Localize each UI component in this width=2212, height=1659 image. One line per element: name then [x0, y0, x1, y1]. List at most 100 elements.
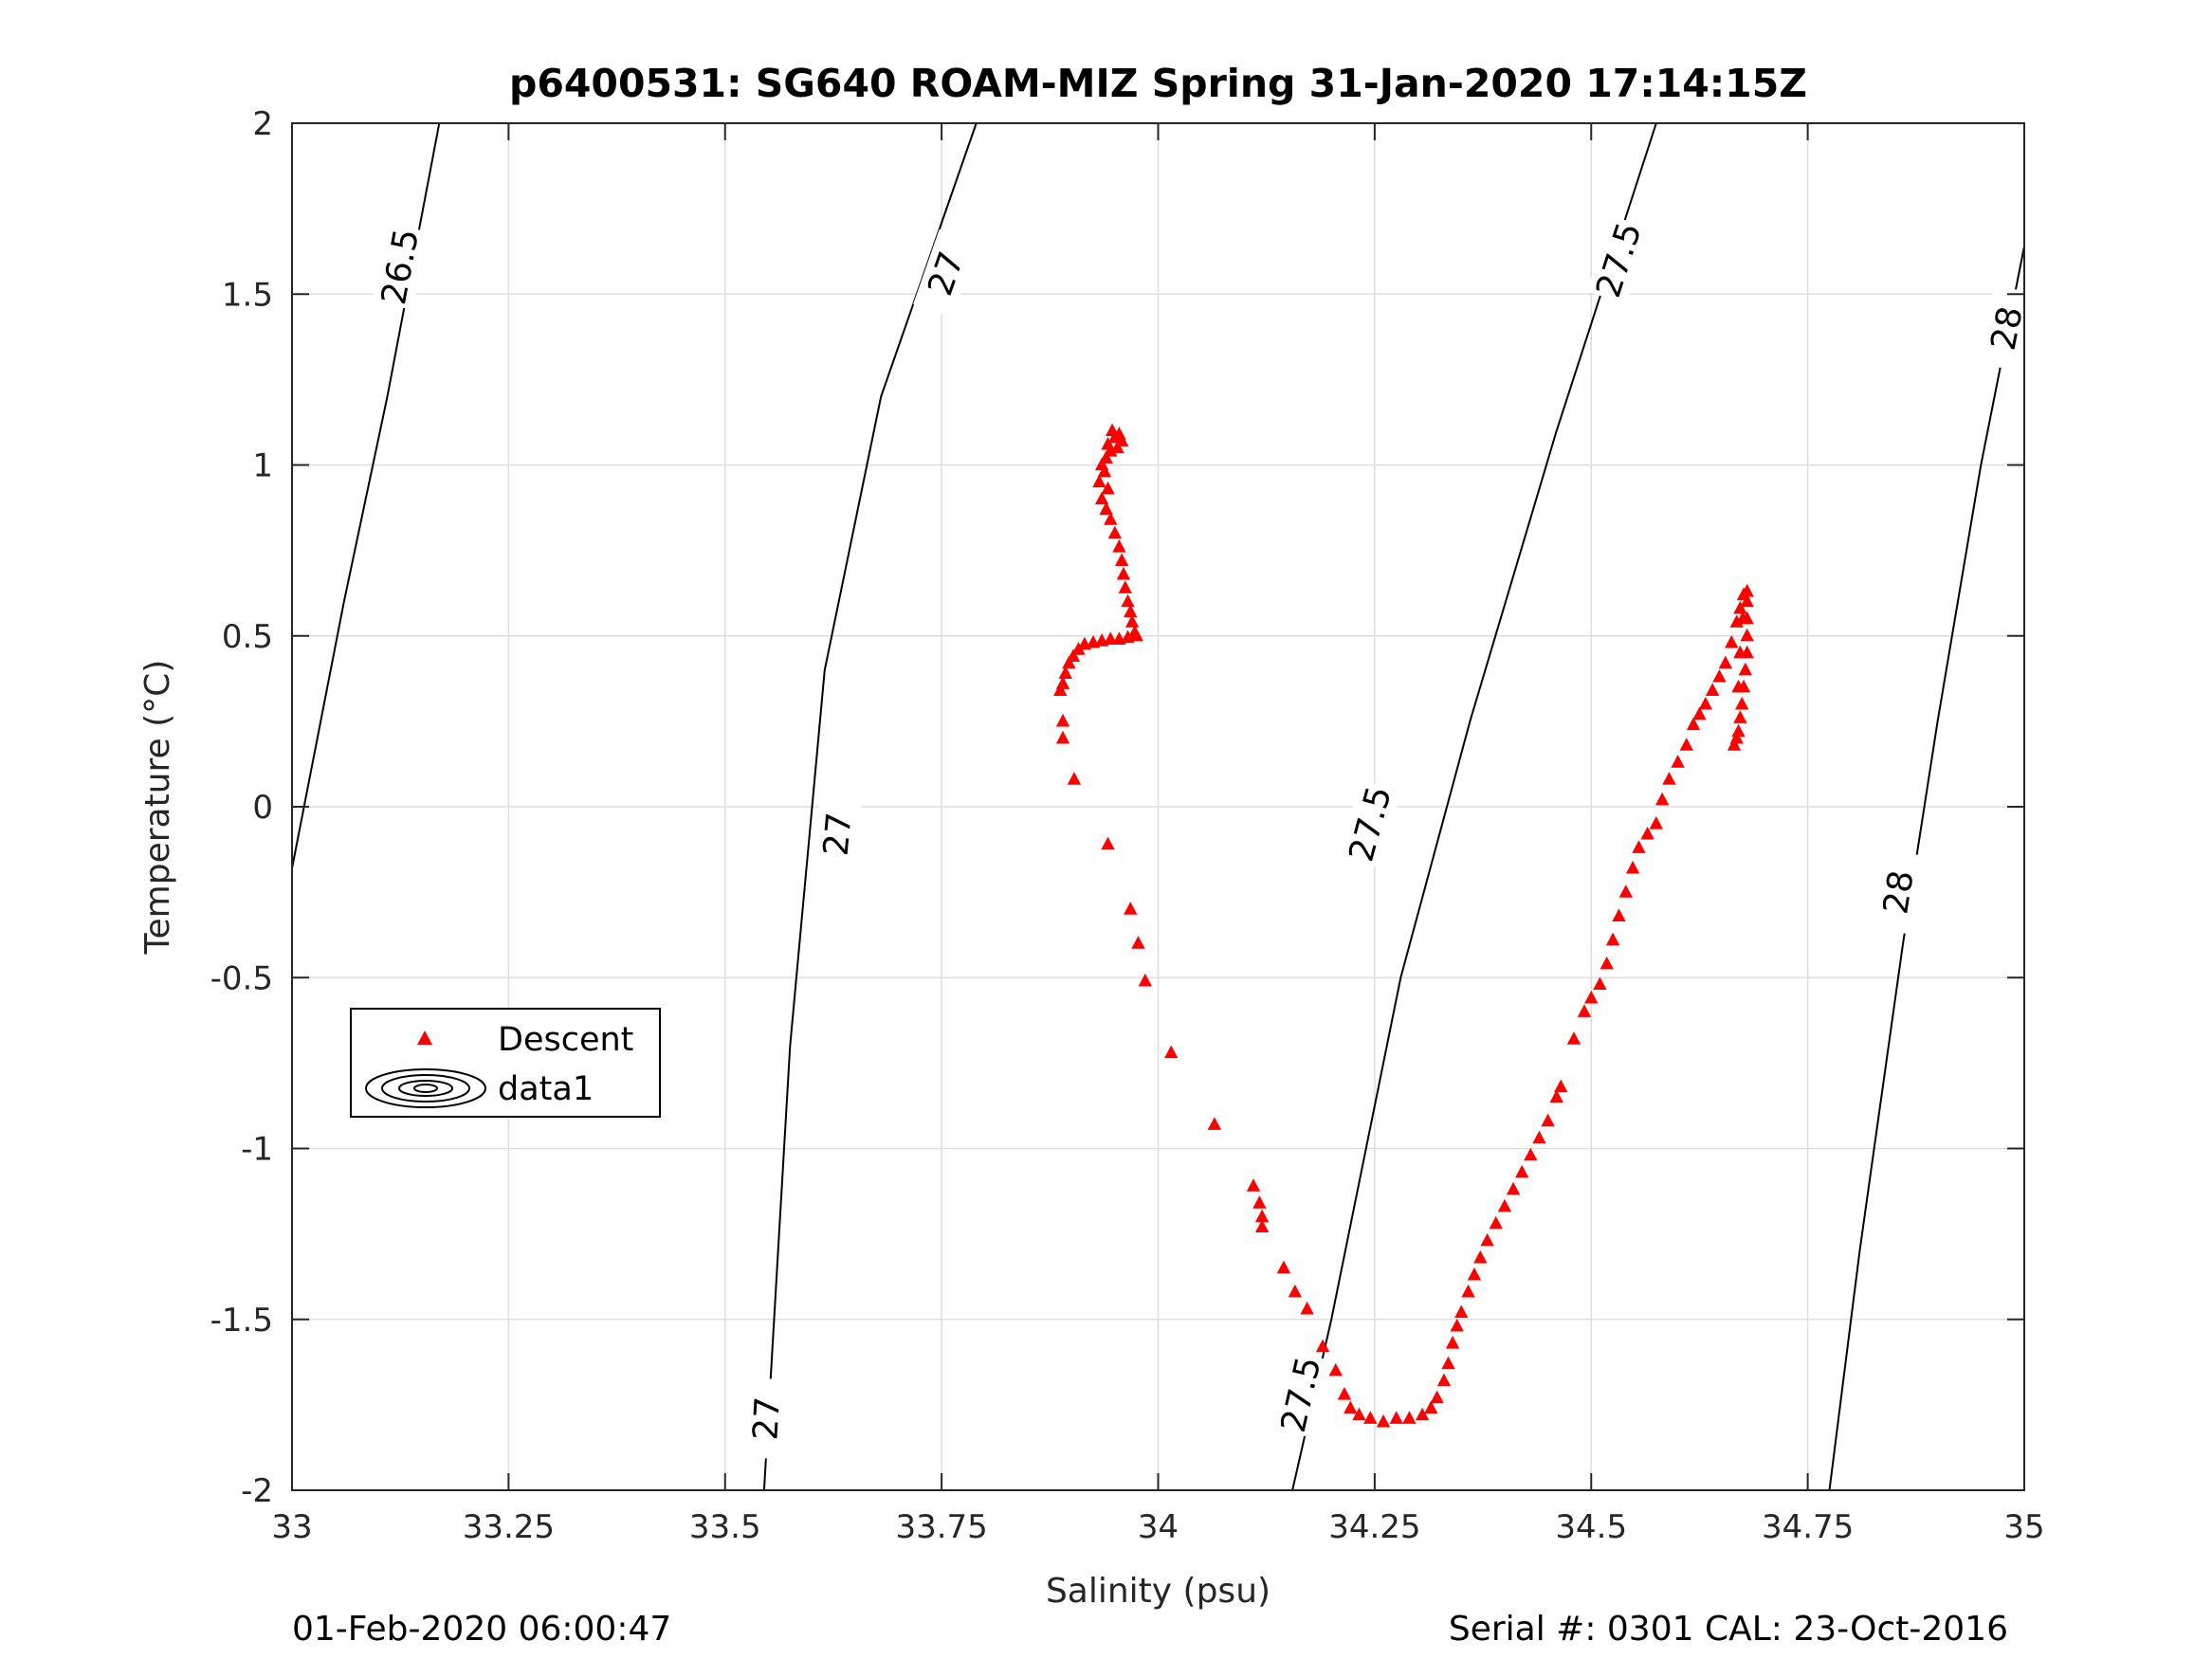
- descent-point: [1252, 1195, 1267, 1209]
- descent-point: [1467, 1267, 1482, 1281]
- y-tick-label: -1: [241, 1131, 273, 1169]
- descent-point: [1097, 464, 1112, 478]
- descent-point: [1246, 1178, 1261, 1192]
- descent-point: [1315, 1339, 1330, 1353]
- descent-point: [1121, 629, 1135, 644]
- x-tick-label: 35: [2003, 1508, 2044, 1546]
- contour-label: 27: [816, 811, 859, 857]
- descent-point: [1067, 772, 1082, 785]
- descent-point: [1593, 976, 1607, 991]
- contour-line-27: [762, 122, 978, 1491]
- descent-point: [1104, 512, 1118, 525]
- legend-descent-marker: [416, 1030, 433, 1046]
- descent-point: [1112, 631, 1126, 645]
- legend-contour-ring: [381, 1074, 470, 1103]
- footer-serial-cal: Serial #: 0301 CAL: 23-Oct-2016: [1449, 1610, 2008, 1649]
- descent-point: [1532, 1130, 1546, 1144]
- descent-point: [1114, 553, 1129, 567]
- descent-point: [1101, 481, 1115, 495]
- y-tick-label: 1: [252, 447, 273, 485]
- descent-point: [1254, 1219, 1270, 1233]
- x-tick-label: 33.75: [895, 1508, 987, 1546]
- contour-label-bg: [1872, 849, 1926, 936]
- descent-point: [1101, 836, 1115, 850]
- descent-point: [1055, 730, 1070, 744]
- y-tick-label: 1.5: [222, 276, 273, 314]
- legend-contour-ring: [398, 1080, 453, 1097]
- descent-point: [1116, 566, 1131, 580]
- descent-point: [1541, 1113, 1555, 1127]
- contour-label-bg: [372, 224, 429, 310]
- descent-point: [1671, 755, 1685, 768]
- descent-point: [1441, 1356, 1455, 1370]
- descent-point: [1445, 1335, 1460, 1349]
- descent-point: [1712, 669, 1727, 683]
- legend-contour-ring: [413, 1084, 438, 1093]
- descent-series: [1053, 423, 1754, 1428]
- descent-point: [1376, 1413, 1391, 1428]
- descent-point: [1566, 1031, 1581, 1045]
- descent-point: [1328, 1362, 1343, 1376]
- descent-point: [1497, 1198, 1512, 1212]
- y-axis-label: Temperature (°C): [138, 660, 177, 956]
- contour-label: 27: [746, 1395, 788, 1441]
- descent-point: [1662, 772, 1676, 785]
- descent-point: [1625, 860, 1640, 874]
- descent-point: [1735, 611, 1750, 625]
- descent-point: [1352, 1407, 1366, 1421]
- descent-point: [1640, 826, 1654, 840]
- descent-point: [1094, 491, 1109, 505]
- descent-point: [1698, 696, 1713, 710]
- x-tick-label: 33.25: [463, 1508, 555, 1546]
- x-tick-label: 34: [1138, 1508, 1179, 1546]
- descent-point: [1740, 583, 1754, 597]
- descent-point: [1612, 908, 1626, 921]
- x-tick-label: 33: [271, 1508, 312, 1546]
- grid: [292, 123, 2024, 1490]
- descent-point: [1112, 539, 1126, 553]
- descent-point: [1124, 604, 1138, 618]
- descent-point: [1473, 1249, 1488, 1264]
- y-tick-label: -0.5: [210, 959, 273, 997]
- x-axis-label: Salinity (psu): [1046, 1572, 1271, 1611]
- descent-point: [1524, 1147, 1538, 1161]
- y-tick-label: 2: [252, 105, 273, 143]
- descent-point: [1725, 634, 1739, 648]
- descent-point: [1549, 1089, 1563, 1103]
- descent-point: [1727, 738, 1742, 751]
- descent-point: [1207, 1117, 1222, 1130]
- contour-label-bg: [813, 792, 863, 876]
- contour-label-bg: [743, 1377, 791, 1460]
- descent-point: [1733, 710, 1747, 723]
- contour-label: 27.5: [1343, 782, 1399, 866]
- descent-point: [1718, 655, 1733, 669]
- contour-line-28: [1828, 246, 2025, 1491]
- descent-point: [1618, 884, 1633, 898]
- descent-point: [1584, 990, 1599, 1004]
- descent-point: [1577, 1004, 1592, 1017]
- descent-point: [1740, 628, 1754, 642]
- descent-point: [1686, 717, 1701, 731]
- descent-point: [1104, 631, 1118, 645]
- descent-point: [1600, 956, 1614, 970]
- contour-label-bg: [1340, 779, 1401, 868]
- descent-point: [1731, 723, 1746, 738]
- legend-contour-ring: [365, 1068, 486, 1108]
- descent-point: [1099, 501, 1113, 515]
- contour-label-bg: [1978, 284, 2036, 372]
- descent-point: [1514, 1164, 1529, 1178]
- descent-point: [1110, 440, 1124, 454]
- contour-label: 28: [1876, 867, 1922, 917]
- descent-point: [1731, 679, 1746, 693]
- y-tick-label: 0.5: [222, 618, 273, 656]
- axis-ticks: 33 33.25 33.5 33.75 34 34.25 34.5 34.75 35 -2 -1.5…: [210, 105, 2045, 1546]
- x-tick-label: 34.25: [1328, 1508, 1420, 1546]
- descent-point: [1506, 1181, 1521, 1195]
- descent-point: [1436, 1373, 1452, 1387]
- descent-point: [1424, 1400, 1438, 1414]
- descent-point: [1461, 1284, 1475, 1298]
- descent-point: [1337, 1387, 1352, 1400]
- y-tick-label: -2: [241, 1472, 273, 1510]
- legend-descent-label: Descent: [498, 1021, 633, 1059]
